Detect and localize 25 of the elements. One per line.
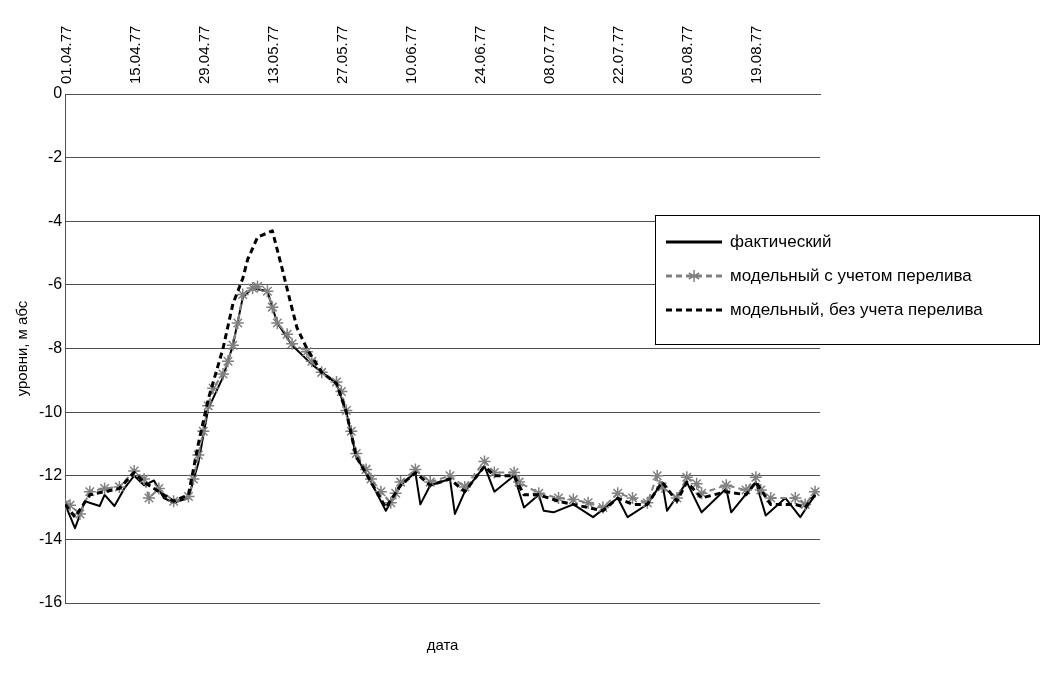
x-tick-label: 22.07.77 [609,25,627,84]
x-tick-label: 08.07.77 [540,25,558,84]
y-tick-label: -14 [39,529,63,547]
x-tick-label: 05.08.77 [678,25,696,84]
y-tick-label: 0 [53,84,63,102]
y-tick-label: -6 [47,275,63,293]
y-tick-label: -8 [47,338,63,356]
x-tick-label: 15.04.77 [125,25,143,84]
legend-label: модельный, без учета перелива [730,300,983,320]
y-axis-title: уровни, м абс [13,300,31,397]
legend-label: фактический [730,232,832,252]
x-axis-title: дата [426,635,460,653]
x-tick-label: 19.08.77 [747,25,765,84]
x-tick-label: 01.04.77 [56,25,74,84]
y-tick-label: -16 [39,593,63,611]
y-tick-label: -10 [39,402,63,420]
legend-label: модельный с учетом перелива [730,266,972,286]
y-tick-label: -2 [47,148,63,166]
x-tick-label: 10.06.77 [401,25,419,84]
x-tick-label: 29.04.77 [194,25,212,84]
x-tick-label: 24.06.77 [470,25,488,84]
x-tick-label: 27.05.77 [332,25,350,84]
y-tick-label: -4 [47,211,63,229]
x-tick-label: 13.05.77 [263,25,281,84]
y-tick-label: -12 [39,466,63,484]
